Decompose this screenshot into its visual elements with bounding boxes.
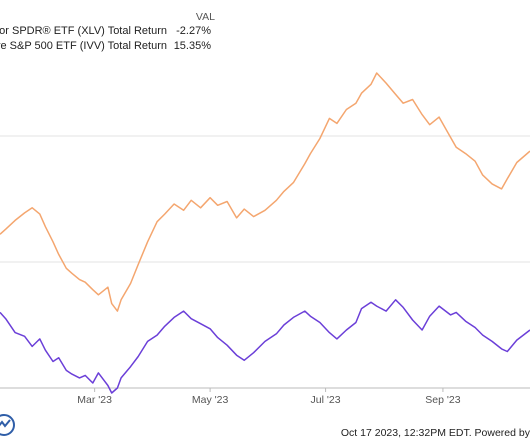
legend-value-ivv: 15.35%: [173, 40, 211, 52]
legend-header: VAL: [195, 11, 215, 23]
series-line-ivv[interactable]: [0, 299, 530, 394]
legend-label-xlv: e Select Sector SPDR® ETF (XLV) Total Re…: [0, 25, 167, 37]
series-line-xlv[interactable]: [0, 72, 530, 312]
x-tick-label: Jul '23: [311, 394, 341, 406]
legend-item-xlv[interactable]: e Select Sector SPDR® ETF (XLV) Total Re…: [0, 24, 215, 39]
legend-label-ivv: ore S&P 500 ETF (IVV) Total Return: [0, 40, 167, 52]
gridlines: [0, 135, 530, 389]
x-tick-label: Sep '23: [425, 394, 460, 406]
series-layer: [0, 72, 530, 394]
legend: VAL e Select Sector SPDR® ETF (XLV) Tota…: [0, 10, 215, 54]
x-tick-label: May '23: [192, 394, 229, 406]
ycharts-logo-icon[interactable]: [0, 413, 16, 437]
x-tick-label: Mar '23: [77, 394, 112, 406]
footer-timestamp: Oct 17 2023, 12:32PM EDT. Powered by: [340, 427, 530, 439]
legend-value-xlv: -2.27%: [176, 25, 211, 37]
legend-item-ivv[interactable]: ore S&P 500 ETF (IVV) Total Return 15.35…: [0, 39, 215, 54]
x-axis: Mar '23 May '23 Jul '23 Sep '23: [77, 388, 461, 406]
